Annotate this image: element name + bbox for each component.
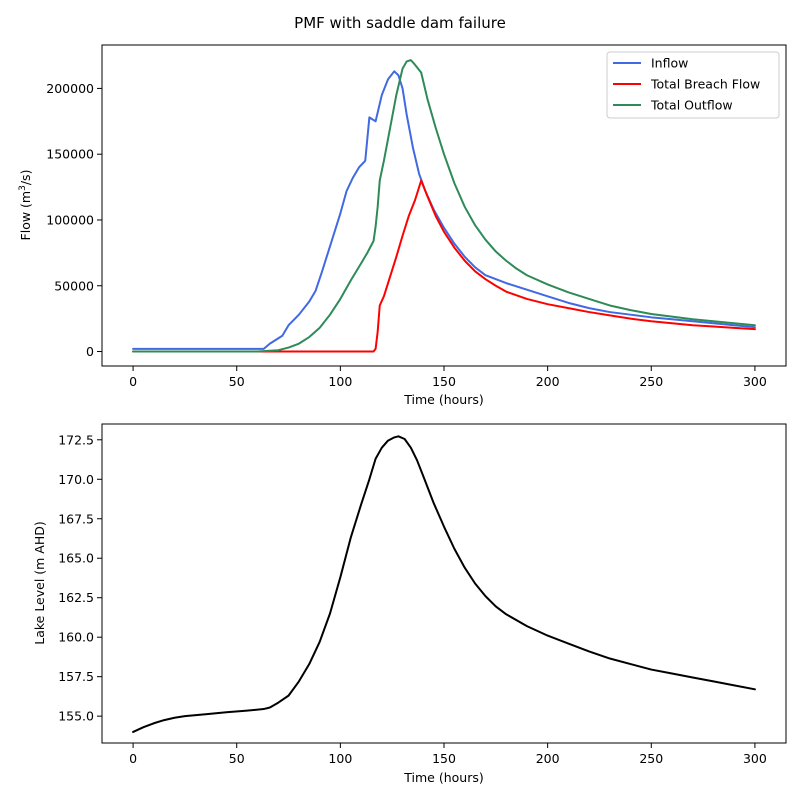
level-series-line-0	[132, 435, 756, 733]
level-y-tick-label: 172.5	[58, 432, 94, 447]
flow-y-axis-label: Flow (m3/s)	[18, 170, 33, 241]
flow-series-inflow	[132, 70, 756, 350]
flow-x-tick-label: 150	[432, 374, 456, 389]
flow-chart: Time (hours) Flow (m3/s) 0 50 100 150 200 250…	[18, 44, 787, 407]
flow-x-tick-label: 0	[129, 374, 137, 389]
flow-x-tick-label: 100	[328, 374, 352, 389]
flow-y-tick-label: 100000	[46, 212, 94, 227]
flow-legend-label: Total Outflow	[650, 98, 733, 113]
level-y-tick-label: 165.0	[58, 551, 94, 566]
flow-y-tick-label: 50000	[54, 278, 94, 293]
level-y-tick-label: 167.5	[58, 511, 94, 526]
level-y-tick-label: 162.5	[58, 590, 94, 605]
flow-legend-box	[606, 51, 780, 119]
flow-x-tick-label: 250	[639, 374, 663, 389]
level-y-tick-label: 155.0	[58, 709, 94, 724]
flow-x-tick-label: 300	[743, 374, 767, 389]
flow-x-axis-label: Time (hours)	[403, 392, 483, 407]
flow-legend-label: Inflow	[651, 56, 688, 71]
flow-series-total-breach-flow	[132, 179, 756, 353]
level-y-axis-label: Lake Level (m AHD)	[32, 521, 47, 645]
flow-x-tick-label: 50	[229, 374, 245, 389]
level-x-tick-label: 0	[129, 751, 137, 766]
level-y-tick-label: 157.5	[58, 669, 94, 684]
level-x-axis-label: Time (hours)	[403, 770, 483, 785]
level-x-tick-label: 300	[743, 751, 767, 766]
flow-series-total-outflow	[132, 59, 756, 353]
flow-legend-label: Total Breach Flow	[650, 77, 760, 92]
level-x-tick-label: 250	[639, 751, 663, 766]
flow-y-tick-label: 150000	[46, 147, 94, 162]
level-x-tick-label: 200	[536, 751, 560, 766]
flow-y-tick-label: 200000	[46, 81, 94, 96]
flow-legend: Inflow Total Breach Flow Total Outflow	[606, 51, 780, 119]
level-x-tick-label: 50	[229, 751, 245, 766]
level-x-tick-label: 100	[328, 751, 352, 766]
figure-title: PMF with saddle dam failure	[294, 14, 506, 32]
flow-y-tick-label: 0	[86, 344, 94, 359]
level-y-tick-label: 170.0	[58, 472, 94, 487]
flow-x-tick-label: 200	[536, 374, 560, 389]
level-y-tick-label: 160.0	[58, 630, 94, 645]
level-x-tick-label: 150	[432, 751, 456, 766]
lake-level-chart: Time (hours) Lake Level (m AHD) 0 50 100 15…	[32, 423, 787, 785]
